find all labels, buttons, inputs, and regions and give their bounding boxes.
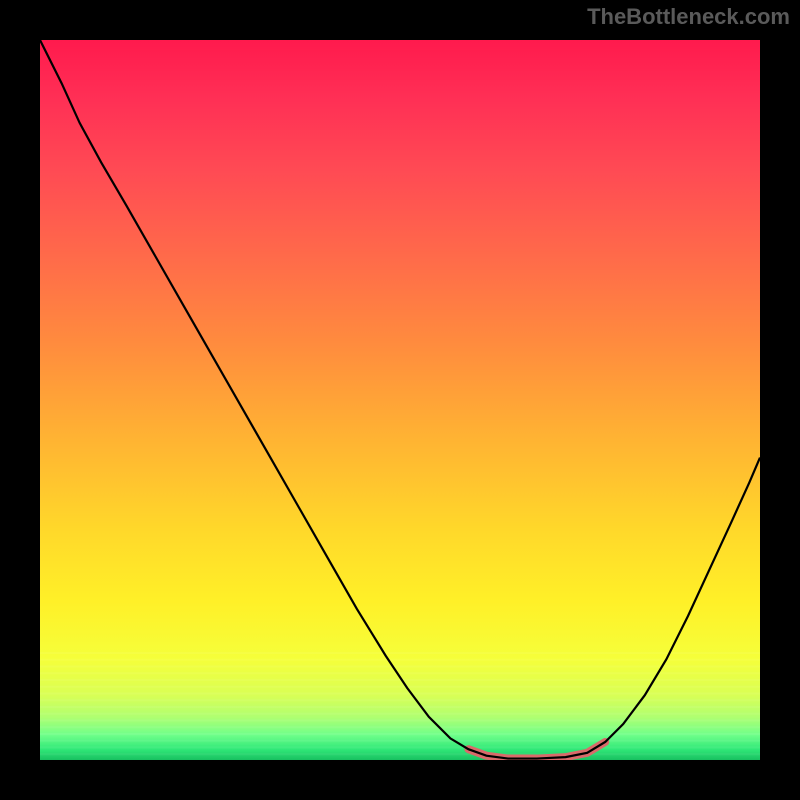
chart-curve <box>40 40 760 759</box>
chart-plot-area <box>40 40 760 760</box>
watermark-text: TheBottleneck.com <box>587 4 790 30</box>
chart-curve-layer <box>40 40 760 760</box>
